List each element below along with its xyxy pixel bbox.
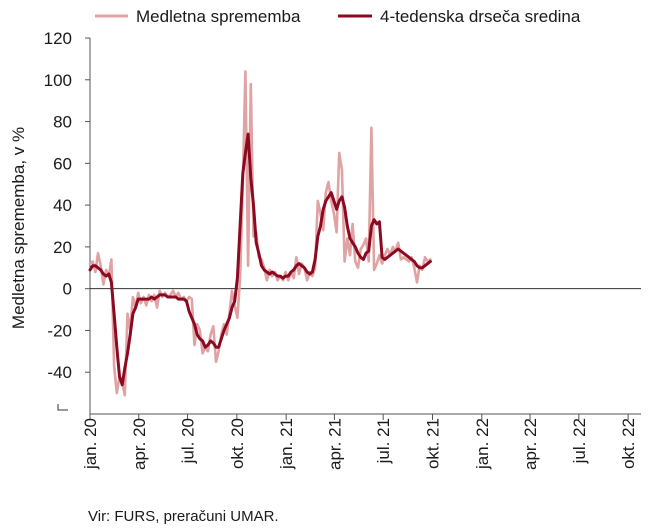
legend-label-medletna-sprememba: Medletna sprememba	[136, 7, 301, 26]
y-tick-label: 100	[44, 71, 72, 90]
y-tick-label: 20	[53, 238, 72, 257]
y-tick-label: 120	[44, 29, 72, 48]
y-tick-label: -20	[47, 321, 72, 340]
x-tick-label: okt. 20	[228, 418, 247, 469]
x-tick-label: apr. 20	[130, 418, 149, 470]
y-tick-label: 80	[53, 113, 72, 132]
series-line-drseca-sredina	[88, 132, 432, 387]
x-tick-labels: jan. 20 apr. 20 jul. 20 okt. 20 jan. 21 apr. …	[81, 414, 638, 470]
x-tick-label: apr. 21	[325, 418, 344, 470]
y-axis-title: Medletna sprememba, v %	[9, 127, 28, 329]
y-tick-label: 60	[53, 154, 72, 173]
legend: Medletna sprememba 4-tedenska drseča sre…	[95, 7, 581, 26]
x-tick-label: apr. 22	[521, 418, 540, 470]
x-tick-label: jul. 20	[179, 418, 198, 464]
x-tick-label: okt. 22	[619, 418, 638, 469]
y-tick-label: 40	[53, 196, 72, 215]
x-tick-label: okt. 21	[423, 418, 442, 469]
series-lines	[88, 70, 432, 397]
legend-label-drseca-sredina: 4-tedenska drseča sredina	[380, 7, 581, 26]
source-note: Vir: FURS, preračuni UMAR.	[88, 508, 279, 525]
x-tick-label: jul. 21	[374, 418, 393, 464]
axes	[57, 38, 641, 415]
x-tick-label: jan. 22	[473, 418, 492, 470]
axis-break-mark	[57, 404, 68, 411]
x-tick-label: jan. 20	[81, 418, 100, 470]
x-tick-label: jan. 21	[277, 418, 296, 470]
y-tick-labels: 120 100 80 60 40 20 0 -20 -40	[44, 29, 90, 382]
x-tick-label: jul. 22	[570, 418, 589, 464]
y-tick-label: 0	[63, 280, 72, 299]
y-tick-label: -40	[47, 363, 72, 382]
